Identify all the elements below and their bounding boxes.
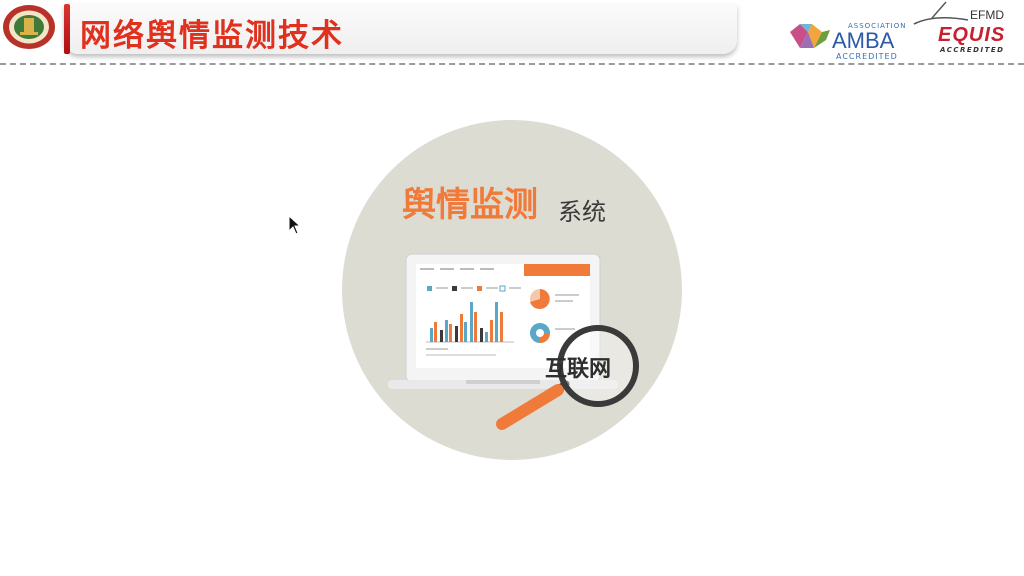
chart-legend [427,285,521,292]
magnifier-icon [496,325,639,430]
headline-orange: 舆情监测 [402,185,538,225]
amba-accredited-text: ACCREDITED [836,52,898,61]
bar-chart-graphic [426,302,514,356]
headline-dark: 系统 [558,198,606,226]
pie-chart-graphic [530,289,579,343]
efmd-text: EFMD [970,8,1004,22]
amba-name: AMBA [832,28,895,53]
equis-swoosh-icon [913,1,969,25]
page-title: 网络舆情监测技术 [80,18,344,54]
equis-name: EQUIS [938,24,1006,46]
title-bar [64,4,737,54]
university-seal-logo [2,4,56,50]
header-divider [0,63,1024,65]
equis-accredited-text: ACCREDITED [940,46,1005,54]
magnifier-text: 互联网 [545,357,611,382]
amba-logo: ASSOCIATION AMBA ACCREDITED [786,14,908,61]
mouse-cursor-icon [288,215,302,235]
monitoring-system-illustration: 舆情监测 系统 [336,116,688,468]
amba-diamond-icon [790,24,830,48]
amba-association-text: ASSOCIATION [848,22,907,30]
equis-logo: EFMD EQUIS ACCREDITED [912,0,1020,58]
title-bar-accent [64,4,70,54]
